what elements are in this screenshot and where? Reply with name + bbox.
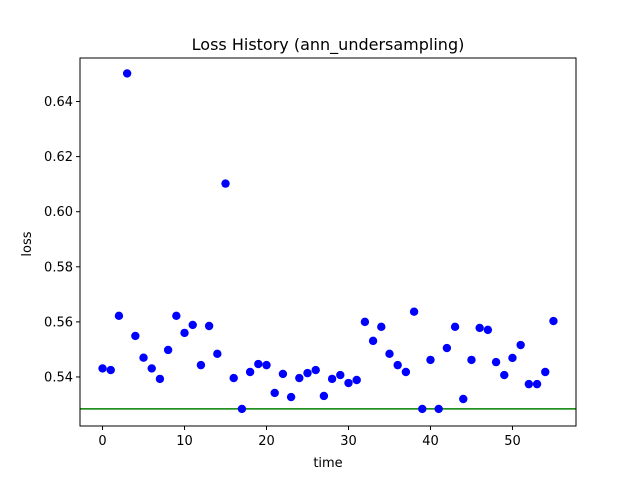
data-point: [327, 374, 337, 384]
data-point: [426, 355, 435, 365]
data-point: [98, 364, 107, 373]
data-point: [352, 375, 361, 385]
data-point: [319, 391, 329, 401]
x-tick-label: 50: [504, 434, 521, 449]
data-point: [286, 392, 296, 402]
y-tick-label: 0.58: [44, 260, 73, 275]
chart-title: Loss History (ann_undersampling): [192, 35, 465, 55]
y-tick-label: 0.60: [44, 205, 73, 220]
data-point: [368, 336, 378, 346]
data-point: [491, 357, 501, 367]
data-point: [377, 322, 386, 332]
data-point: [278, 369, 288, 379]
data-point: [204, 321, 214, 331]
x-tick-label: 10: [176, 434, 193, 449]
x-tick-label: 30: [340, 434, 357, 449]
data-point: [475, 323, 484, 333]
data-point: [385, 349, 394, 359]
x-axis-label: time: [313, 456, 342, 471]
y-tick-label: 0.54: [44, 370, 73, 385]
data-point: [114, 311, 124, 321]
data-point: [508, 353, 517, 363]
data-point: [303, 368, 312, 378]
data-point: [213, 349, 222, 359]
data-point: [180, 328, 189, 338]
data-point: [459, 394, 468, 404]
y-axis-label: loss: [20, 231, 35, 256]
x-tick-label: 40: [422, 434, 439, 449]
data-point: [196, 360, 206, 370]
data-point: [532, 379, 542, 389]
data-point: [336, 370, 345, 380]
data-point: [516, 340, 525, 350]
data-point: [549, 316, 558, 326]
x-tick-label: 20: [258, 434, 275, 449]
data-point: [442, 343, 452, 353]
x-tick-label: 0: [98, 434, 106, 449]
data-point: [122, 69, 132, 78]
data-point: [541, 367, 550, 377]
data-point: [237, 404, 247, 414]
data-point: [434, 404, 443, 414]
data-point: [418, 404, 427, 414]
data-point: [155, 374, 165, 384]
data-point: [245, 367, 255, 377]
plot-area: [79, 57, 577, 427]
data-point: [483, 325, 493, 335]
x-axis: 0 10 20 30 40 50: [98, 426, 521, 449]
data-point: [262, 360, 271, 370]
data-point: [139, 353, 148, 362]
data-point: [344, 378, 353, 388]
data-point: [172, 311, 181, 321]
data-point: [106, 365, 115, 375]
data-point: [131, 331, 140, 341]
data-point: [270, 388, 279, 398]
data-point: [401, 367, 411, 377]
data-point: [524, 379, 534, 389]
data-point: [467, 355, 476, 365]
data-point: [163, 345, 173, 355]
data-point: [147, 364, 156, 373]
data-point: [393, 360, 402, 370]
y-tick-label: 0.62: [44, 150, 73, 165]
data-point: [311, 365, 320, 375]
data-point: [450, 322, 460, 332]
data-point: [254, 359, 263, 369]
data-point: [500, 370, 509, 380]
y-axis: 0.54 0.56 0.58 0.60 0.62 0.64: [44, 95, 80, 385]
data-point: [229, 373, 238, 383]
data-point: [221, 179, 230, 188]
data-point: [409, 307, 419, 316]
axes-frame: [79, 57, 577, 427]
y-tick-label: 0.56: [44, 315, 73, 330]
data-point: [360, 317, 370, 327]
data-point: [188, 320, 197, 330]
data-point: [295, 373, 304, 383]
y-tick-label: 0.64: [44, 95, 73, 110]
